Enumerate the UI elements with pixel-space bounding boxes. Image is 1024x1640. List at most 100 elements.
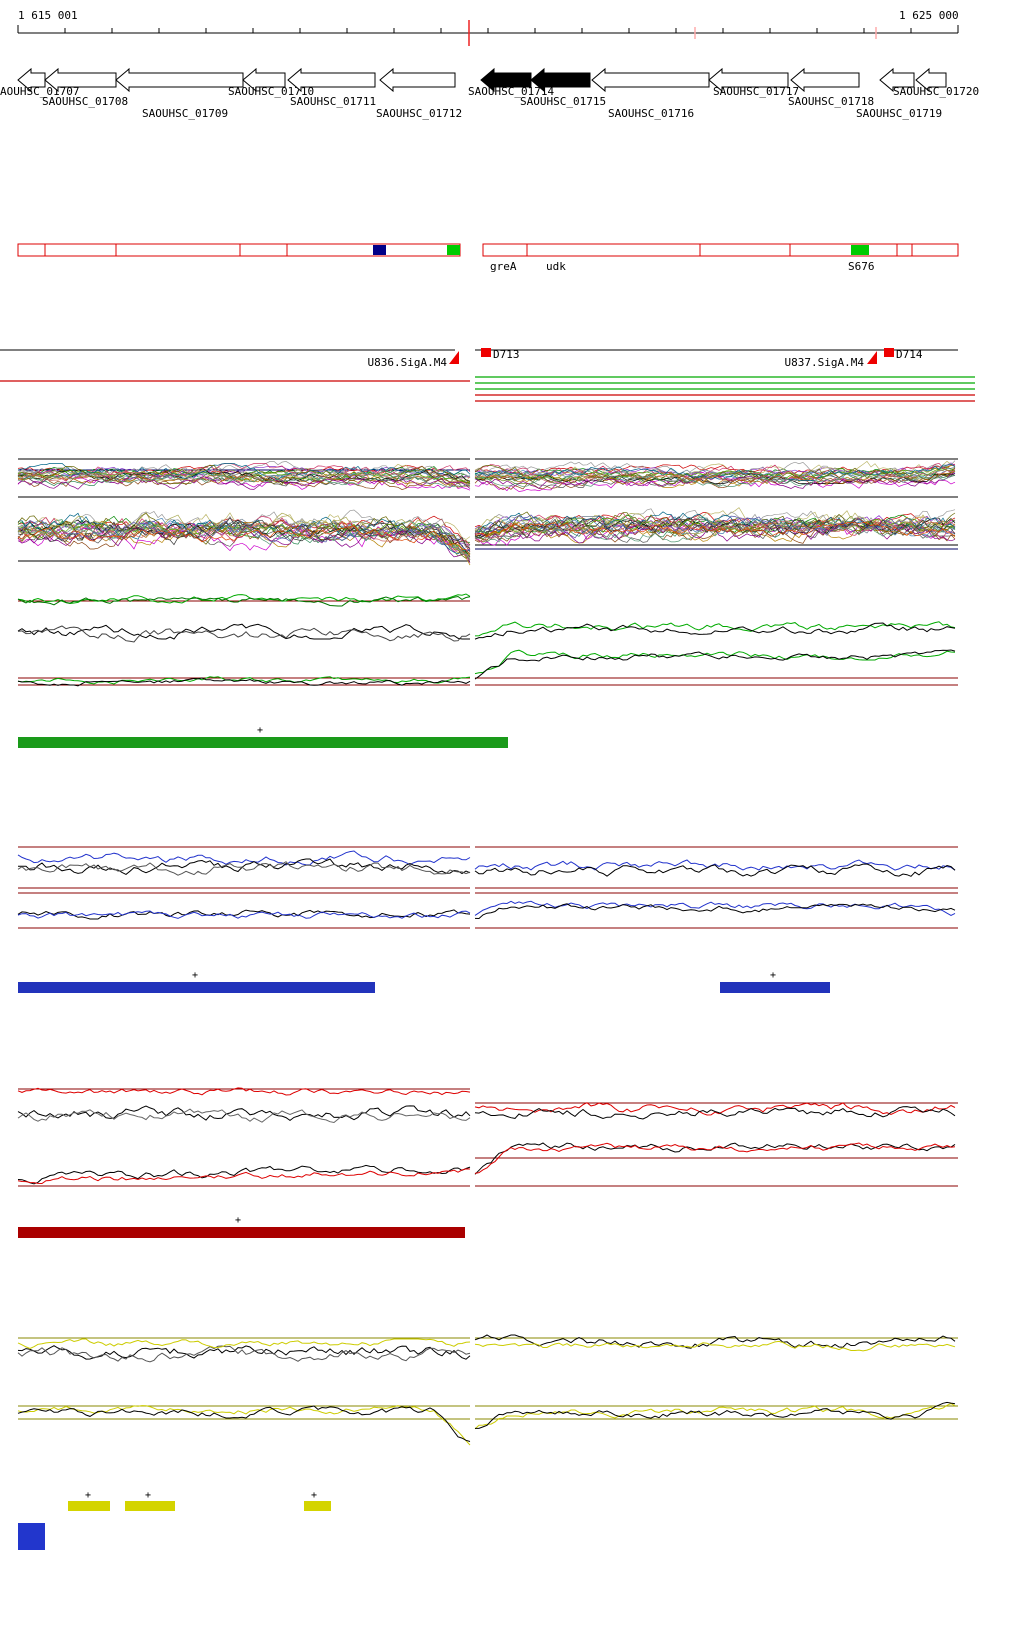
signal-line <box>474 649 956 680</box>
plus-strand-mark: + <box>770 970 776 981</box>
signal-line <box>17 1405 471 1446</box>
signal-line <box>17 525 471 556</box>
gene-arrow-SAOUHSC_01708[interactable] <box>44 67 117 93</box>
gene-arrow-SAOUHSC_01720[interactable] <box>915 67 947 93</box>
promoter-flag[interactable] <box>449 351 459 364</box>
signal-line <box>17 1338 471 1350</box>
plus-strand-mark: + <box>311 1490 317 1501</box>
operon-bar-outline[interactable] <box>482 243 959 257</box>
signal-group-all-conditions <box>17 458 958 566</box>
signal-line <box>17 523 471 560</box>
legend-square <box>18 1523 45 1550</box>
signal-group-yellow-track <box>17 1334 958 1446</box>
signal-line <box>17 463 471 482</box>
terminator-box[interactable] <box>884 348 894 357</box>
signal-line <box>17 463 471 481</box>
operon-feature-block[interactable] <box>447 245 460 255</box>
signal-line <box>474 516 956 544</box>
segment-bar-green[interactable] <box>18 737 508 748</box>
operon-feature-block[interactable] <box>851 245 869 255</box>
signal-line <box>17 522 471 558</box>
gene-arrow-SAOUHSC_01718[interactable] <box>790 67 860 93</box>
signal-line <box>474 511 956 538</box>
promoter-flag[interactable] <box>867 351 877 364</box>
gene-label-SAOUHSC_01714: SAOUHSC_01714 <box>468 85 554 98</box>
promoter-track: U836.SigA.M4 D713 U837.SigA.M4 D714 <box>0 348 958 369</box>
promoter-label: D714 <box>896 348 923 361</box>
terminator-box[interactable] <box>481 348 491 357</box>
signal-line <box>474 900 956 916</box>
promoter-label: U836.SigA.M4 <box>368 356 448 369</box>
segment-bar-yellow-2[interactable] <box>125 1501 175 1511</box>
operon-gene-label: S676 <box>848 260 875 273</box>
gene-label-SAOUHSC_01717: SAOUHSC_01717 <box>713 85 799 98</box>
signal-line <box>474 622 956 640</box>
signal-line <box>17 476 471 490</box>
signal-line <box>17 463 471 482</box>
signal-line <box>17 472 471 491</box>
signal-line <box>474 470 956 485</box>
signal-line <box>17 623 470 640</box>
gene-arrow-SAOUHSC_01711[interactable] <box>287 67 376 93</box>
plus-strand-mark: + <box>192 970 198 981</box>
signal-line <box>474 1142 956 1174</box>
segment-bars: + + + + + + + <box>18 725 830 1511</box>
signal-line <box>17 517 471 549</box>
gene-arrow-SAOUHSC_01712[interactable] <box>379 67 456 93</box>
ruler <box>17 20 959 46</box>
gene-label-SAOUHSC_01709: SAOUHSC_01709 <box>142 107 228 120</box>
signal-line <box>17 593 471 605</box>
signal-line <box>17 1168 471 1185</box>
signal-line <box>474 863 956 877</box>
gene-arrow-SAOUHSC_01709[interactable] <box>115 67 244 93</box>
gene-arrow-SAOUHSC_01719[interactable] <box>879 67 915 93</box>
signal-line <box>474 1106 956 1120</box>
signal-line <box>474 460 956 477</box>
signal-line <box>474 521 956 543</box>
gene-arrow-SAOUHSC_01716[interactable] <box>591 67 710 93</box>
operon-bar-outline[interactable] <box>17 243 461 257</box>
segment-bar-red[interactable] <box>18 1227 465 1238</box>
segment-bar-blue-1[interactable] <box>18 982 375 993</box>
segment-bar-yellow-1[interactable] <box>68 1501 110 1511</box>
signal-line <box>475 1401 956 1429</box>
gene-arrow-SAOUHSC_01715[interactable] <box>530 67 591 93</box>
promoter-label: D713 <box>493 348 520 361</box>
signal-line <box>17 850 471 866</box>
signal-line <box>18 470 471 483</box>
segment-bar-blue-2[interactable] <box>720 982 830 993</box>
signal-group-green-track <box>17 593 958 687</box>
gene-label-SAOUHSC_01711: SAOUHSC_01711 <box>290 95 376 108</box>
signal-line <box>17 1405 471 1442</box>
signal-line <box>17 468 471 484</box>
signal-line <box>17 861 471 876</box>
signal-line <box>17 512 471 555</box>
gene-label-SAOUHSC_01712: SAOUHSC_01712 <box>376 107 462 120</box>
signal-line <box>17 625 471 643</box>
signal-line <box>474 463 956 482</box>
gene-label-SAOUHSC_01708: SAOUHSC_01708 <box>42 95 128 108</box>
signal-line <box>474 859 956 871</box>
signal-line <box>474 649 956 675</box>
signal-line <box>474 1402 956 1430</box>
signal-line <box>474 1102 956 1116</box>
signal-line <box>17 1108 471 1124</box>
signal-line <box>474 470 956 484</box>
plus-strand-mark: + <box>85 1490 91 1501</box>
signal-line <box>17 473 471 488</box>
signal-line <box>17 474 471 488</box>
gene-arrow-SAOUHSC_01710[interactable] <box>242 67 286 93</box>
ruler-start-label: 1 615 001 <box>18 9 78 22</box>
signal-line <box>18 519 471 551</box>
signal-line <box>474 516 956 539</box>
gene-label-SAOUHSC_01715: SAOUHSC_01715 <box>520 95 606 108</box>
segment-bar-yellow-3[interactable] <box>304 1501 331 1511</box>
signal-line <box>474 522 956 538</box>
signal-line <box>474 621 956 637</box>
signal-line <box>17 677 471 687</box>
operon-gene-label: udk <box>546 260 566 273</box>
signal-line <box>474 514 956 539</box>
operon-feature-block[interactable] <box>373 245 386 255</box>
signal-line <box>17 1105 471 1122</box>
gene-arrow-SAOUHSC_01717[interactable] <box>708 67 789 93</box>
